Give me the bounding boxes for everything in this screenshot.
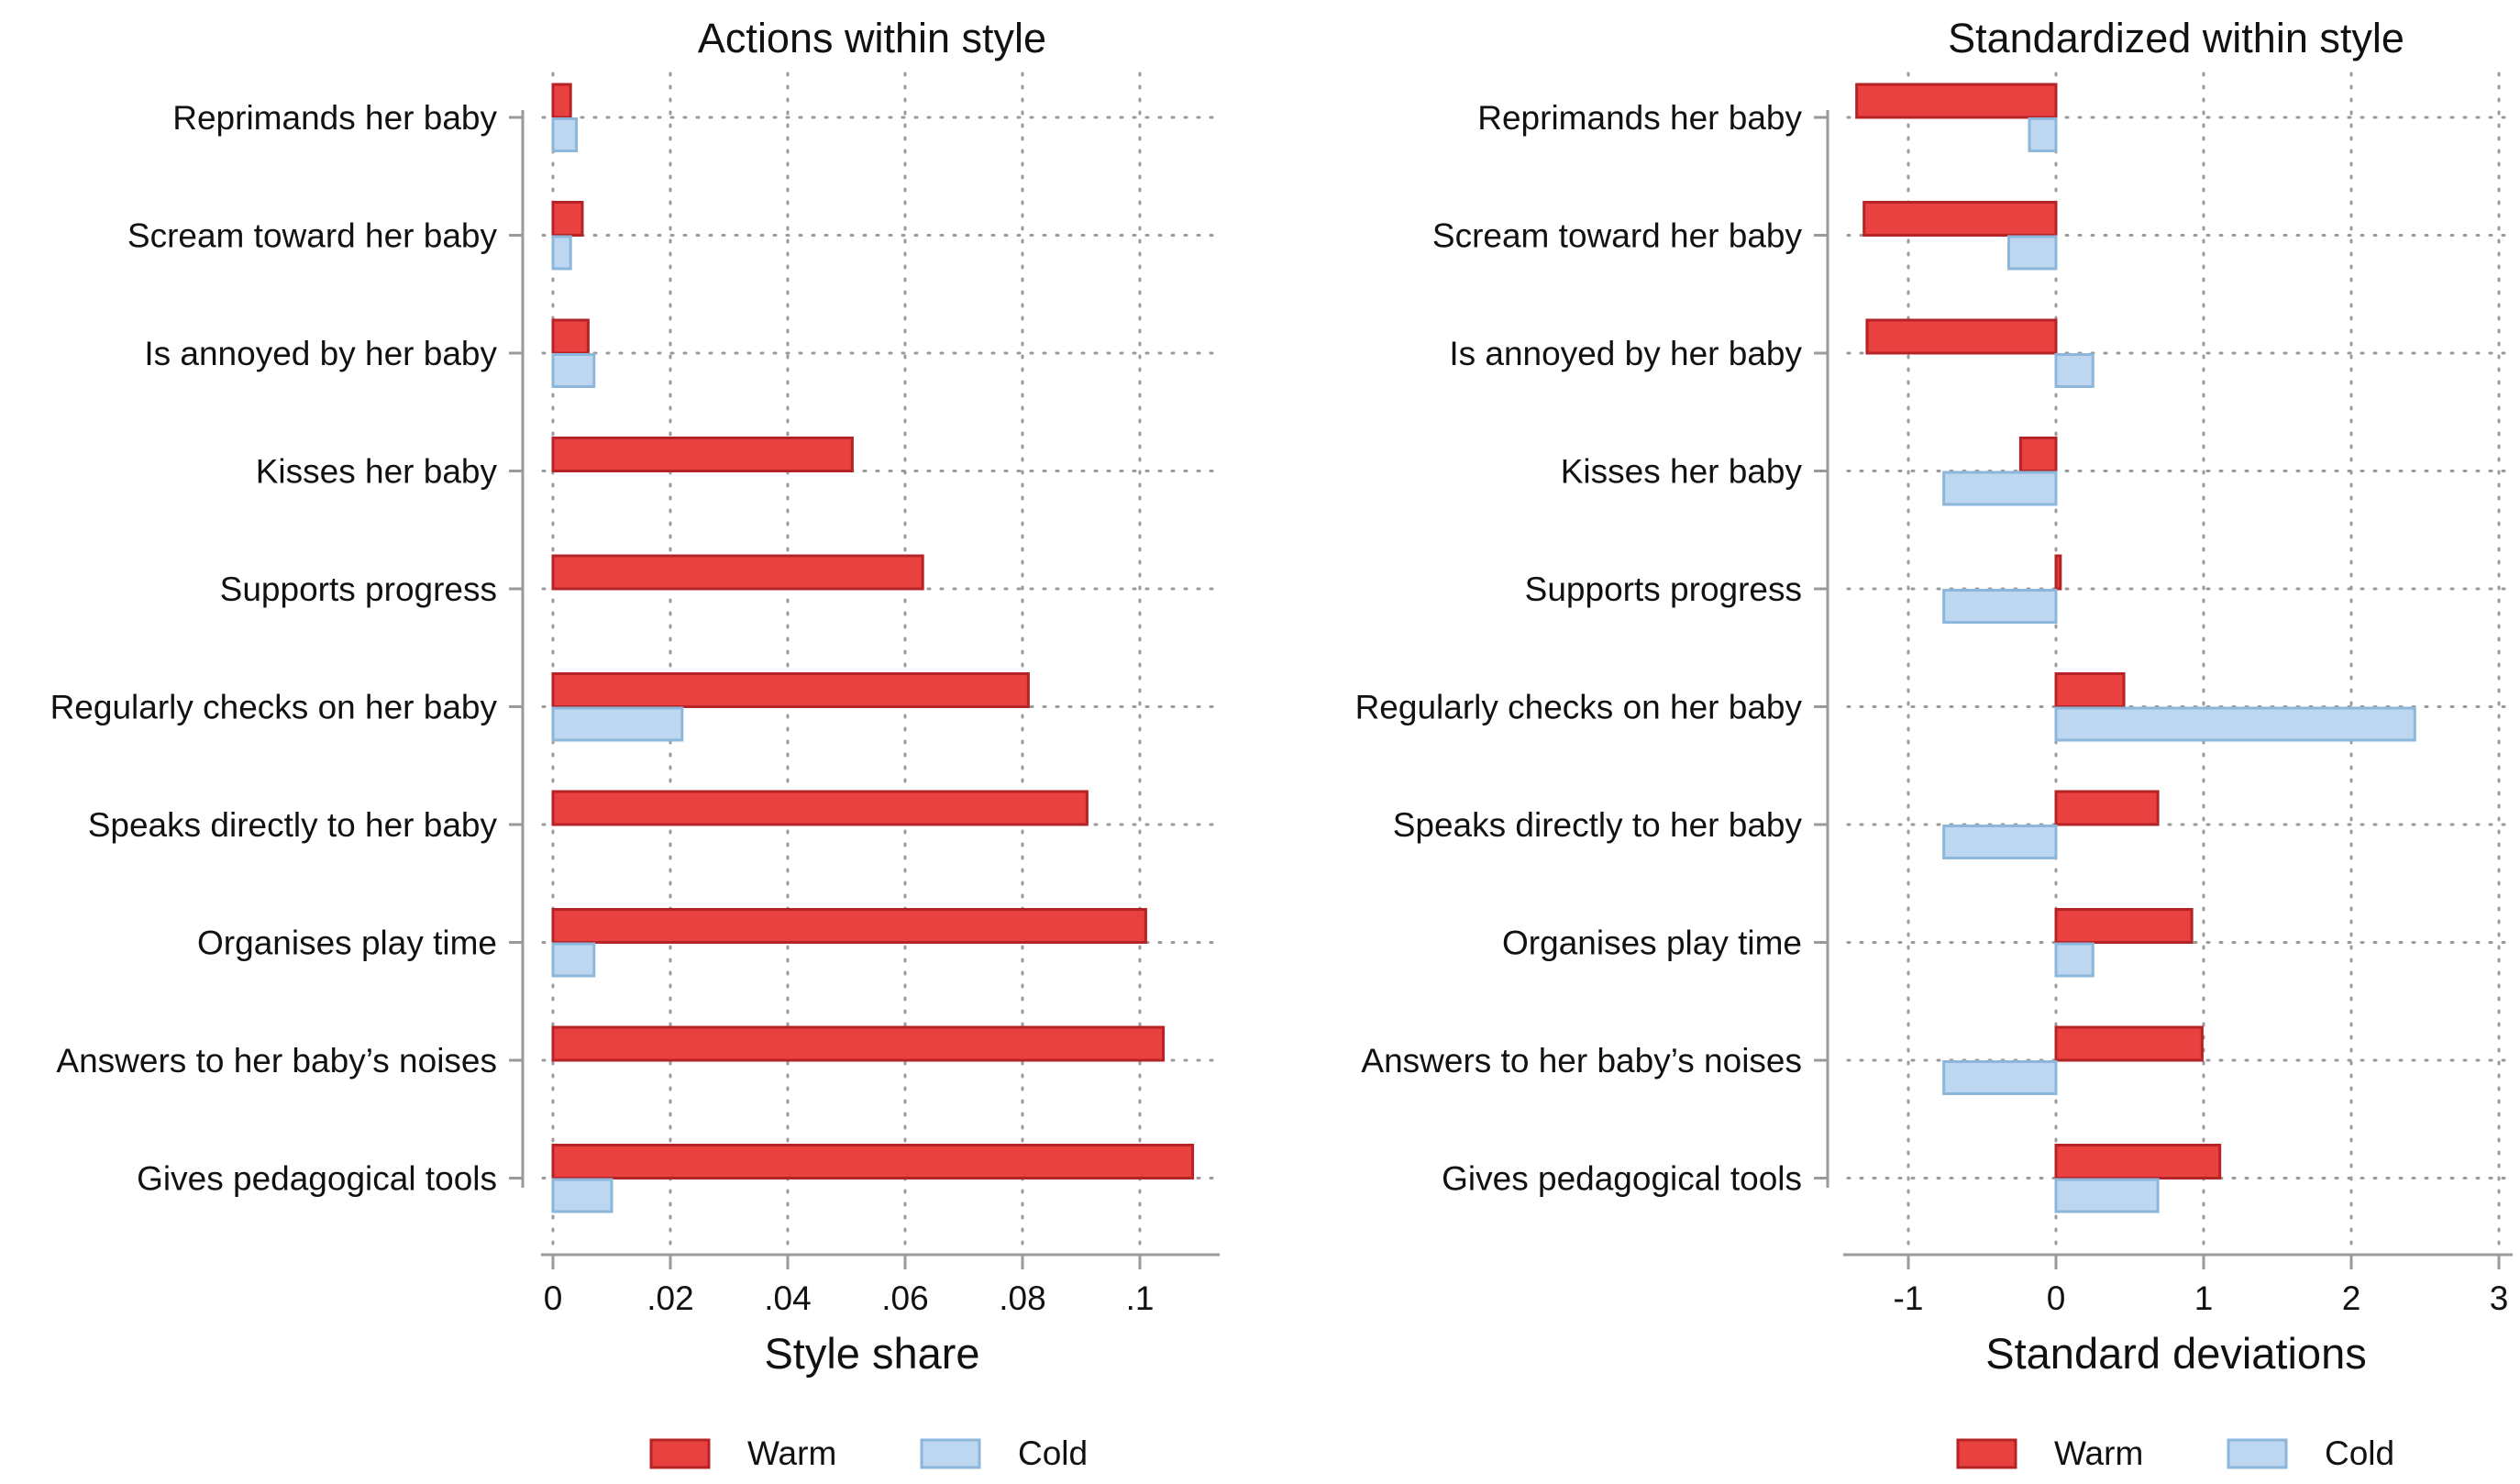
x-tick-label: 0	[2047, 1279, 2066, 1317]
bar-warm-kisses-her-baby	[2018, 437, 2058, 472]
category-label-scream-toward-her-baby: Scream toward her baby	[1432, 217, 1803, 255]
category-label-regularly-checks-on-her-baby: Regularly checks on her baby	[50, 689, 498, 726]
bar-cold-organises-play-time	[551, 942, 596, 978]
category-label-scream-toward-her-baby: Scream toward her baby	[127, 217, 498, 255]
x-tick-label: 0	[544, 1279, 563, 1317]
category-label-organises-play-time: Organises play time	[1502, 925, 1802, 962]
x-tick-label: 2	[2342, 1279, 2361, 1317]
bar-cold-speaks-directly-to-her-baby	[1942, 825, 2058, 859]
bar-warm-gives-pedagogical-tools	[551, 1144, 1195, 1179]
category-label-speaks-directly-to-her-baby: Speaks directly to her baby	[88, 806, 498, 844]
legend-label-cold: Cold	[1018, 1434, 1088, 1472]
bar-cold-reprimands-her-baby	[2028, 117, 2058, 152]
bar-warm-is-annoyed-by-her-baby	[1865, 318, 2058, 355]
bar-warm-answers-to-her-baby-s-noises	[2054, 1025, 2204, 1062]
bar-warm-gives-pedagogical-tools	[2054, 1144, 2222, 1179]
category-label-is-annoyed-by-her-baby: Is annoyed by her baby	[144, 335, 497, 372]
x-tick-label: 3	[2490, 1279, 2509, 1317]
x-tick-label: .1	[1126, 1279, 1155, 1317]
category-label-supports-progress: Supports progress	[1525, 570, 1802, 608]
legend-swatch-cold	[2227, 1438, 2288, 1469]
bar-cold-gives-pedagogical-tools	[551, 1178, 613, 1213]
bar-cold-is-annoyed-by-her-baby	[2054, 353, 2094, 388]
bar-warm-is-annoyed-by-her-baby	[551, 318, 590, 355]
legend-label-cold: Cold	[2325, 1434, 2394, 1472]
chart-title: Standardized within style	[1948, 15, 2404, 61]
category-label-is-annoyed-by-her-baby: Is annoyed by her baby	[1449, 335, 1802, 372]
x-axis-label: Standard deviations	[1985, 1329, 2366, 1378]
chart-title: Actions within style	[698, 15, 1046, 61]
bar-cold-scream-toward-her-baby	[551, 235, 572, 271]
bar-warm-scream-toward-her-baby	[1862, 201, 2058, 237]
legend-swatch-warm	[649, 1438, 711, 1469]
x-tick-label: .04	[764, 1279, 811, 1317]
bar-cold-kisses-her-baby	[1942, 471, 2058, 506]
bar-warm-regularly-checks-on-her-baby	[551, 672, 1030, 708]
category-label-speaks-directly-to-her-baby: Speaks directly to her baby	[1393, 806, 1803, 844]
category-label-organises-play-time: Organises play time	[197, 925, 497, 962]
bar-warm-scream-toward-her-baby	[551, 201, 584, 237]
bar-cold-gives-pedagogical-tools	[2054, 1178, 2160, 1213]
bar-cold-organises-play-time	[2054, 942, 2094, 978]
category-label-answers-to-her-baby-s-noises: Answers to her baby’s noises	[1361, 1042, 1802, 1080]
category-label-reprimands-her-baby: Reprimands her baby	[1477, 99, 1802, 137]
bar-warm-regularly-checks-on-her-baby	[2054, 672, 2126, 708]
bar-cold-is-annoyed-by-her-baby	[551, 353, 596, 388]
legend-label-warm: Warm	[747, 1434, 836, 1472]
bar-warm-supports-progress	[2054, 554, 2062, 591]
bar-cold-regularly-checks-on-her-baby	[551, 706, 684, 742]
bar-warm-supports-progress	[551, 554, 924, 591]
bar-warm-speaks-directly-to-her-baby	[551, 790, 1089, 826]
bar-cold-reprimands-her-baby	[551, 117, 579, 152]
x-tick-label: .02	[647, 1279, 693, 1317]
category-label-kisses-her-baby: Kisses her baby	[1561, 453, 1803, 491]
bar-warm-reprimands-her-baby	[551, 83, 572, 119]
category-label-gives-pedagogical-tools: Gives pedagogical tools	[1442, 1160, 1802, 1198]
x-tick-label: .06	[881, 1279, 928, 1317]
legend-label-warm: Warm	[2054, 1434, 2143, 1472]
bar-cold-supports-progress	[1942, 589, 2058, 624]
legend-swatch-cold	[920, 1438, 981, 1469]
left-panel-actions-within-style: Actions within style Reprimands her baby S…	[50, 15, 1221, 1472]
x-tick-label: 1	[2194, 1279, 2214, 1317]
bar-cold-scream-toward-her-baby	[2006, 235, 2058, 271]
category-label-reprimands-her-baby: Reprimands her baby	[172, 99, 497, 137]
bar-cold-answers-to-her-baby-s-noises	[1942, 1060, 2058, 1095]
bar-cold-regularly-checks-on-her-baby	[2054, 706, 2416, 742]
category-label-answers-to-her-baby-s-noises: Answers to her baby’s noises	[56, 1042, 497, 1080]
category-label-regularly-checks-on-her-baby: Regularly checks on her baby	[1355, 689, 1803, 726]
category-label-kisses-her-baby: Kisses her baby	[256, 453, 498, 491]
bar-warm-organises-play-time	[551, 908, 1147, 944]
x-axis-label: Style share	[764, 1329, 979, 1378]
category-label-gives-pedagogical-tools: Gives pedagogical tools	[137, 1160, 497, 1198]
bar-warm-reprimands-her-baby	[1855, 83, 2058, 119]
x-tick-label: .08	[999, 1279, 1045, 1317]
bar-warm-organises-play-time	[2054, 908, 2194, 944]
bar-warm-answers-to-her-baby-s-noises	[551, 1025, 1166, 1062]
bar-warm-speaks-directly-to-her-baby	[2054, 790, 2160, 826]
right-panel-standardized-within-style: Standardized within style Reprimands her …	[1355, 15, 2514, 1472]
legend-swatch-warm	[1956, 1438, 2017, 1469]
category-label-supports-progress: Supports progress	[220, 570, 497, 608]
x-tick-label: -1	[1894, 1279, 1924, 1317]
bar-warm-kisses-her-baby	[551, 437, 854, 472]
